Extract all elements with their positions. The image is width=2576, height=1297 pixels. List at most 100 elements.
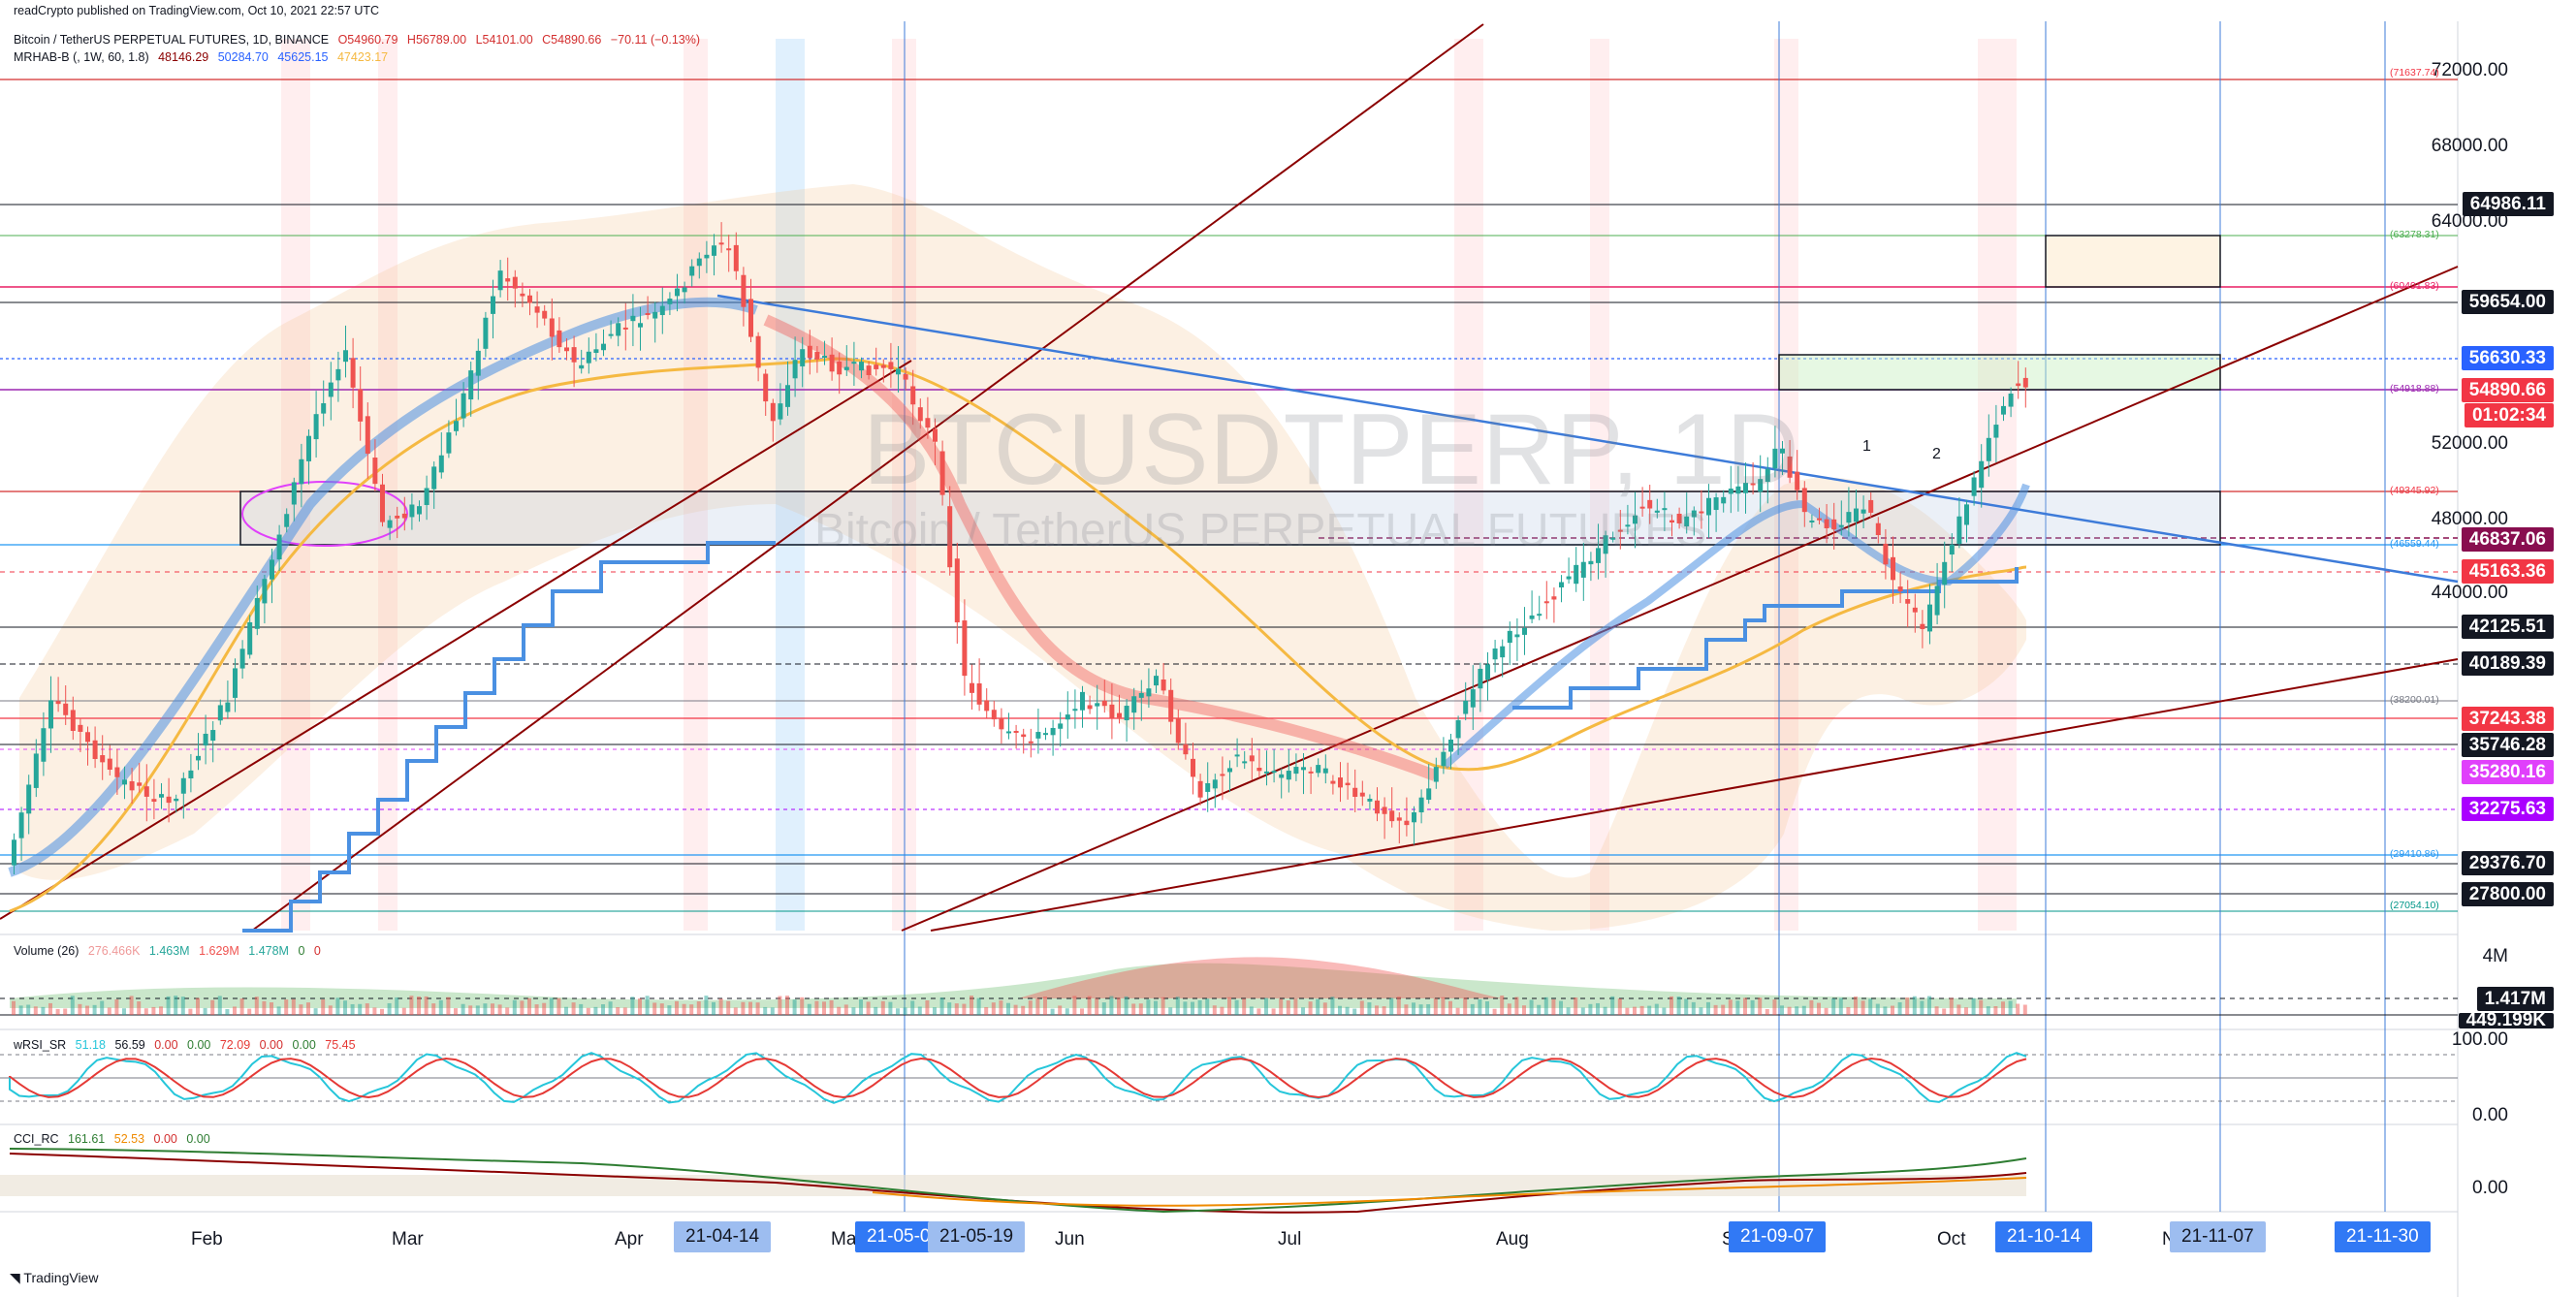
volume-bar [549, 997, 554, 1015]
volume-bar [1639, 1005, 1644, 1015]
volume-bar [696, 1001, 701, 1015]
volume-bar [616, 1007, 620, 1015]
volume-bar [512, 999, 517, 1015]
candle-body [284, 514, 290, 527]
price-tag: 37243.38 [2461, 707, 2554, 731]
price-tag: 32275.63 [2461, 797, 2554, 821]
price-axis-label: 52000.00 [2431, 433, 2508, 454]
price-tag: 54890.66 [2461, 378, 2554, 402]
volume-bar [571, 1002, 576, 1015]
candle-body [1942, 561, 1948, 585]
date-tag[interactable]: 21-09-07 [1729, 1221, 1827, 1252]
support-zone-box[interactable] [239, 490, 2221, 546]
volume-bar [954, 1003, 959, 1015]
candle-body [2008, 394, 2014, 407]
date-tag[interactable]: 21-10-14 [1995, 1221, 2093, 1252]
volume-bar [1772, 999, 1777, 1015]
candle-body [638, 323, 643, 328]
candle-body [1345, 782, 1351, 786]
volume-bar [1161, 996, 1165, 1015]
volume-bar [291, 998, 296, 1015]
volume-bar [1043, 996, 1047, 1015]
candle-body [491, 296, 495, 314]
volume-bar [70, 996, 75, 1015]
volume-bar [917, 1006, 922, 1015]
candle-body [1787, 456, 1793, 478]
volume-bar [468, 1005, 473, 1015]
candle-body [129, 780, 135, 791]
month-label: Jul [1278, 1229, 1302, 1250]
volume-bar [770, 1007, 775, 1015]
volume-bar [534, 1004, 539, 1015]
volume-bar [579, 1003, 584, 1015]
candle-body [1905, 599, 1911, 604]
candle-body [1013, 730, 1019, 733]
candle-body [188, 770, 194, 778]
candle-body [358, 389, 364, 422]
trend-lines[interactable] [0, 23, 2459, 932]
candle-body [1191, 758, 1195, 777]
volume-bar [726, 1000, 731, 1015]
candlesticks [12, 222, 2028, 875]
volume-bar [505, 1007, 510, 1015]
symbol-watermark: BTCUSDTPERP, 1D [863, 394, 1800, 506]
candle-body [652, 311, 658, 319]
volume-bar [1478, 998, 1482, 1015]
candle-body [424, 488, 429, 505]
date-tag[interactable]: 21-11-07 [2170, 1221, 2266, 1252]
volume-bar [1101, 1002, 1106, 1015]
volume-bar [1654, 1003, 1659, 1015]
date-tag[interactable]: 21-05-0 [855, 1221, 937, 1252]
volume-bar [755, 1002, 760, 1015]
candle-body [1817, 518, 1822, 521]
volume-bar [1359, 1000, 1364, 1015]
candle-body [1912, 607, 1918, 613]
volume-bar [497, 1004, 502, 1015]
date-tag[interactable]: 21-05-19 [928, 1221, 1026, 1252]
month-label: Feb [191, 1229, 223, 1250]
candle-body [1065, 714, 1070, 720]
volume-bar [395, 996, 399, 1015]
resistance-zone-box[interactable] [1778, 354, 2221, 391]
date-tag[interactable]: 21-11-30 [2335, 1221, 2431, 1252]
candle-body [217, 705, 223, 721]
volume-bar [1647, 1005, 1652, 1015]
candle-body [925, 418, 931, 428]
volume-bar [1633, 1006, 1637, 1015]
wrsi-panel [0, 1052, 2458, 1104]
target-zone-box[interactable] [2045, 235, 2221, 288]
price-axis-label: 64000.00 [2431, 211, 2508, 232]
candle-body [328, 382, 334, 397]
candle-body [1330, 780, 1336, 784]
volume-bar [1183, 1001, 1188, 1015]
candle-body [1426, 788, 1432, 800]
volume-bar [1006, 1002, 1010, 1015]
candle-body [431, 466, 437, 490]
volume-bar [1412, 1002, 1415, 1015]
candle-body [527, 295, 532, 303]
volume-bar [837, 1006, 842, 1015]
volume-bar [659, 1003, 664, 1015]
date-tag[interactable]: 21-04-14 [674, 1221, 772, 1252]
candle-body [741, 274, 747, 307]
candle-body [497, 270, 503, 291]
volume-bar [1109, 996, 1114, 1015]
candle-body [851, 362, 857, 364]
candle-body [1463, 701, 1469, 714]
candle-body [1058, 723, 1064, 729]
volume-bar [254, 996, 259, 1015]
volume-bar [159, 1006, 163, 1015]
volume-bar [1168, 1007, 1173, 1015]
volume-bar [1684, 998, 1689, 1015]
volume-bar [350, 1003, 355, 1015]
candle-body [1035, 732, 1041, 739]
volume-bar [792, 999, 797, 1015]
tradingview-logo[interactable]: ◥ TradingView [10, 1270, 99, 1285]
volume-bar [1942, 1008, 1947, 1015]
volume-bar [306, 1002, 310, 1015]
month-label: Ma [831, 1229, 857, 1250]
volume-bar [1485, 1000, 1489, 1015]
candle-body [1220, 774, 1225, 776]
candle-body [1780, 448, 1785, 454]
